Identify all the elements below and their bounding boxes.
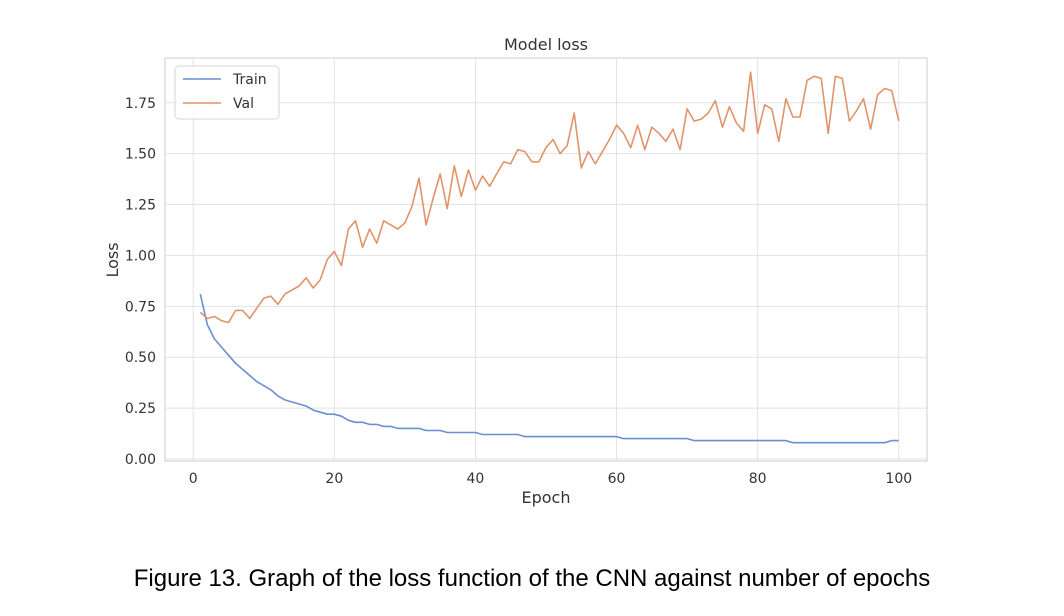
- figure-caption: Figure 13. Graph of the loss function of…: [133, 565, 931, 592]
- x-tick-label: 60: [608, 471, 626, 487]
- y-tick-label: 0.00: [125, 452, 156, 468]
- legend-train-label: Train: [232, 72, 267, 88]
- y-tick-label: 1.25: [125, 198, 156, 214]
- series-line-val: [199, 71, 900, 324]
- x-tick-label: 40: [467, 471, 485, 487]
- x-axis-label: Epoch: [522, 488, 571, 507]
- chart-title: Model loss: [504, 35, 588, 54]
- series-lines: [199, 71, 900, 444]
- y-tick-label: 0.25: [125, 401, 156, 417]
- series-line-train: [199, 293, 899, 444]
- y-tick-label: 0.50: [125, 350, 156, 366]
- y-tick-label: 1.50: [125, 147, 156, 163]
- plot-area: [164, 57, 928, 462]
- x-tick-label: 20: [325, 471, 343, 487]
- grid-lines: [165, 58, 927, 461]
- legend: Train Val: [174, 65, 280, 120]
- y-tick-labels: 0.00 0.25 0.50 0.75 1.00 1.25 1.50 1.75: [125, 96, 156, 468]
- x-tick-labels: 0 20 40 60 80 100: [189, 471, 912, 487]
- y-tick-label: 0.75: [125, 299, 156, 315]
- y-tick-label: 1.00: [125, 248, 156, 264]
- y-axis-label: Loss: [103, 242, 122, 277]
- loss-chart: 0 20 40 60 80 100 0.00 0.25 0.50 0.75 1.00 1.25 1.5…: [103, 35, 928, 507]
- x-tick-label: 100: [885, 471, 912, 487]
- legend-val-label: Val: [233, 96, 254, 112]
- y-tick-label: 1.75: [125, 96, 156, 112]
- x-tick-label: 80: [749, 471, 767, 487]
- x-tick-label: 0: [189, 471, 198, 487]
